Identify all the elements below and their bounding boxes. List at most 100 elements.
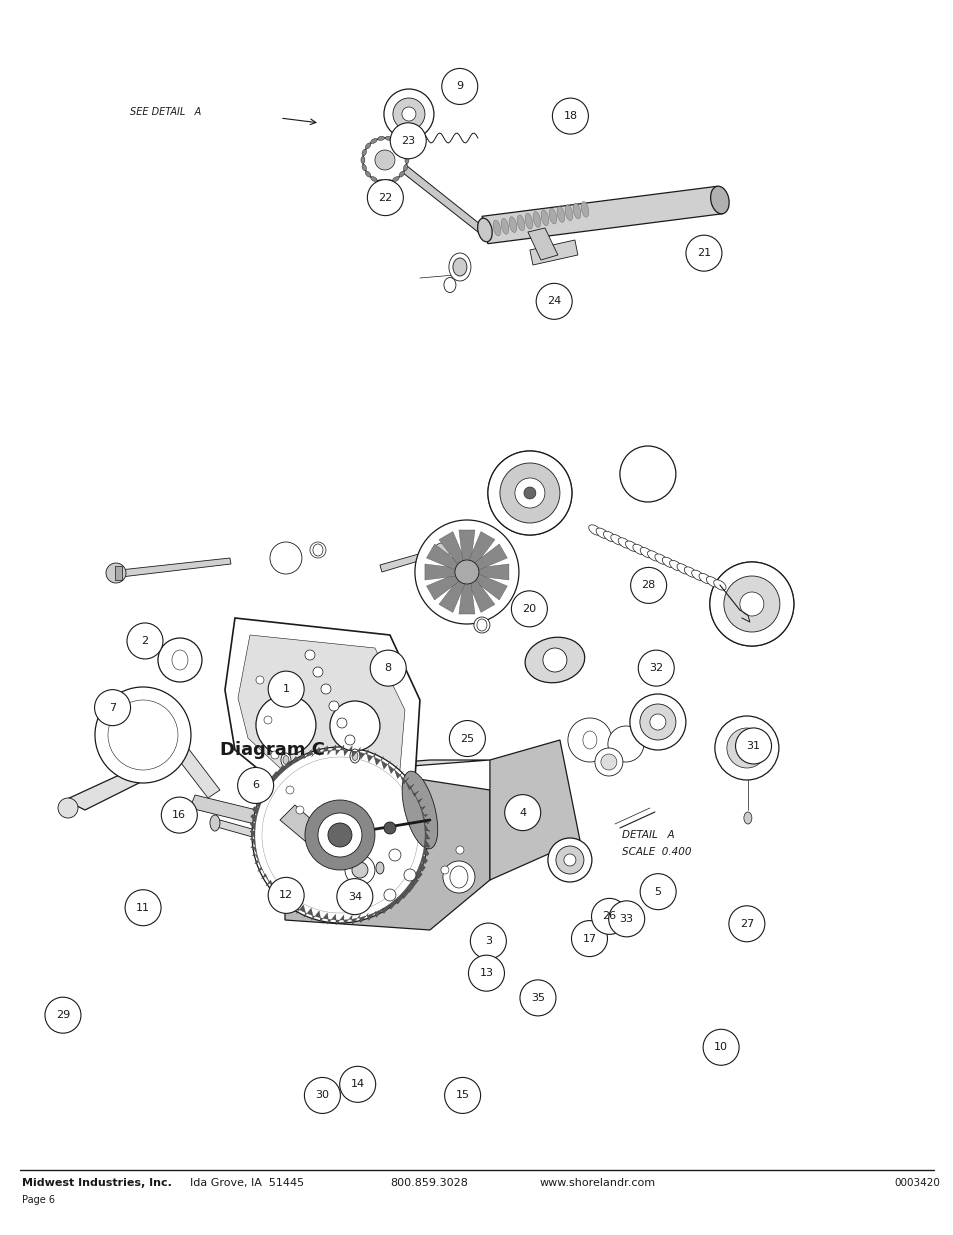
- Text: 28: 28: [640, 580, 655, 590]
- Polygon shape: [343, 915, 352, 925]
- Ellipse shape: [588, 525, 600, 535]
- Text: 2: 2: [141, 636, 149, 646]
- Circle shape: [563, 853, 576, 866]
- Circle shape: [255, 676, 264, 684]
- Circle shape: [403, 869, 416, 881]
- Circle shape: [556, 846, 583, 874]
- Circle shape: [519, 979, 556, 1016]
- Circle shape: [536, 283, 572, 320]
- Ellipse shape: [477, 219, 492, 242]
- Polygon shape: [327, 914, 335, 924]
- Polygon shape: [426, 545, 459, 571]
- Polygon shape: [405, 781, 414, 790]
- Ellipse shape: [533, 211, 540, 227]
- Ellipse shape: [699, 573, 711, 584]
- Text: 6: 6: [252, 781, 259, 790]
- Polygon shape: [237, 635, 404, 805]
- Circle shape: [336, 878, 373, 915]
- Text: 21: 21: [696, 248, 710, 258]
- Circle shape: [511, 590, 547, 627]
- Polygon shape: [410, 877, 418, 885]
- Circle shape: [264, 716, 272, 724]
- Polygon shape: [285, 769, 490, 930]
- Text: 24: 24: [546, 296, 560, 306]
- Text: 20: 20: [522, 604, 536, 614]
- Ellipse shape: [377, 136, 384, 141]
- Ellipse shape: [371, 177, 376, 182]
- Text: Page 6: Page 6: [22, 1195, 55, 1205]
- Polygon shape: [424, 831, 430, 839]
- Text: 7: 7: [109, 703, 116, 713]
- Circle shape: [607, 726, 643, 762]
- Circle shape: [305, 800, 375, 869]
- Polygon shape: [251, 846, 257, 855]
- Circle shape: [161, 797, 197, 834]
- Ellipse shape: [360, 157, 365, 163]
- Ellipse shape: [476, 619, 486, 631]
- Circle shape: [383, 89, 434, 140]
- Text: 34: 34: [348, 892, 361, 902]
- Circle shape: [370, 650, 406, 687]
- Polygon shape: [257, 792, 265, 800]
- Polygon shape: [276, 892, 285, 900]
- Circle shape: [456, 846, 463, 853]
- Polygon shape: [410, 787, 418, 797]
- Text: 33: 33: [619, 914, 633, 924]
- Ellipse shape: [580, 201, 588, 217]
- Ellipse shape: [365, 172, 371, 177]
- Polygon shape: [252, 853, 259, 862]
- Ellipse shape: [596, 529, 608, 538]
- Circle shape: [328, 823, 352, 847]
- Ellipse shape: [443, 278, 456, 293]
- Ellipse shape: [313, 543, 323, 556]
- Polygon shape: [458, 530, 475, 562]
- Ellipse shape: [453, 258, 466, 275]
- Ellipse shape: [385, 179, 392, 184]
- Circle shape: [702, 1029, 739, 1066]
- Polygon shape: [424, 824, 430, 831]
- Polygon shape: [282, 897, 292, 905]
- Circle shape: [108, 700, 178, 769]
- Polygon shape: [250, 823, 255, 831]
- Text: 1: 1: [282, 684, 290, 694]
- Polygon shape: [426, 573, 459, 600]
- Circle shape: [709, 562, 793, 646]
- Polygon shape: [289, 756, 298, 764]
- Circle shape: [714, 716, 778, 781]
- Text: 12: 12: [279, 890, 293, 900]
- Circle shape: [455, 559, 478, 584]
- Polygon shape: [319, 913, 328, 923]
- Ellipse shape: [524, 214, 532, 228]
- Text: SCALE  0.400: SCALE 0.400: [621, 847, 691, 857]
- Polygon shape: [282, 761, 292, 769]
- Polygon shape: [388, 764, 397, 773]
- Circle shape: [726, 727, 766, 768]
- Ellipse shape: [582, 731, 597, 748]
- Ellipse shape: [398, 172, 404, 177]
- Text: 26: 26: [601, 911, 616, 921]
- Ellipse shape: [450, 866, 467, 888]
- Polygon shape: [190, 795, 379, 853]
- Circle shape: [336, 718, 347, 727]
- Circle shape: [94, 689, 131, 726]
- Polygon shape: [476, 564, 508, 580]
- Text: 32: 32: [648, 663, 662, 673]
- Circle shape: [709, 562, 793, 646]
- Text: 25: 25: [460, 734, 474, 743]
- Text: 9: 9: [456, 82, 463, 91]
- Circle shape: [383, 823, 395, 834]
- Ellipse shape: [625, 541, 638, 551]
- Text: 16: 16: [172, 810, 186, 820]
- Circle shape: [127, 622, 163, 659]
- Circle shape: [255, 695, 315, 755]
- Polygon shape: [473, 545, 507, 571]
- Circle shape: [504, 794, 540, 831]
- Circle shape: [441, 68, 477, 105]
- Circle shape: [638, 650, 674, 687]
- Polygon shape: [367, 752, 375, 762]
- Ellipse shape: [723, 569, 779, 638]
- Circle shape: [723, 576, 779, 632]
- Polygon shape: [296, 905, 305, 914]
- Polygon shape: [367, 911, 375, 920]
- Text: Ida Grove, IA  51445: Ida Grove, IA 51445: [190, 1178, 304, 1188]
